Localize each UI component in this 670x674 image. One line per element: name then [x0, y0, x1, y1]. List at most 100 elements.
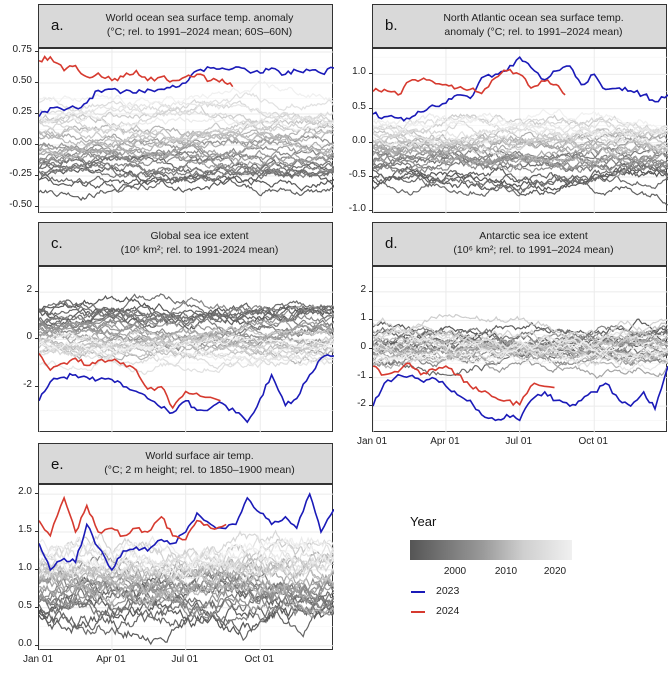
panel-e-y-tick-label: 0.0 [18, 637, 32, 649]
panel-c-plot [38, 266, 334, 433]
series-line-2002 [373, 151, 668, 174]
series-line-2024 [39, 353, 221, 410]
panel-c-y-tick-mark [35, 338, 38, 340]
panel-c-y-tick-label: -2 [23, 378, 32, 390]
panel-c-chart [39, 267, 334, 433]
series-line-2000 [39, 149, 334, 176]
series-line-2021 [39, 535, 334, 568]
series-line-2021 [39, 331, 334, 366]
series-line-2014 [373, 335, 668, 358]
legend-swatch-2023 [411, 591, 425, 593]
panel-d-y-tick-label: -2 [357, 398, 366, 410]
panel-b-title-line-1: North Atlantic ocean sea surface temp. [443, 12, 624, 24]
panel-d-x-tick-label: Jan 01 [356, 436, 388, 447]
panel-a-y-tick-mark [35, 113, 38, 114]
series-line-1999 [39, 576, 334, 625]
panel-b-y-tick-label: -1.0 [348, 203, 366, 215]
panel-b-chart [373, 49, 668, 214]
panel-b-y-tick-label: 0.0 [352, 134, 366, 146]
panel-b-y-tick-label: -0.5 [348, 169, 366, 181]
series-line-2001 [39, 145, 334, 174]
series-line-2008 [373, 137, 668, 173]
legend-swatch-2024 [411, 611, 425, 613]
panel-c-title-line-2: (10⁶ km²; rel. to 1991-2024 mean) [120, 244, 279, 256]
series-line-2018 [373, 115, 668, 144]
panel-d-plot [372, 266, 668, 433]
panel-b-y-tick-mark [369, 176, 372, 178]
series-line-1997 [39, 155, 334, 183]
panel-d-y-tick-mark [369, 319, 372, 321]
series-line-2023 [39, 65, 334, 117]
panel-c-title-line-1: Global sea ice extent [150, 230, 249, 242]
series-line-1994 [373, 159, 668, 187]
panel-d-x-tick-label: Apr 01 [430, 436, 460, 447]
panel-e-y-tick-mark [35, 644, 38, 646]
series-line-2004 [373, 152, 668, 177]
panel-d-header: d. Antarctic sea ice extent (10⁶ km²; rel.… [372, 222, 667, 266]
series-line-1992 [39, 305, 334, 331]
colorbar-tick-2020: 2020 [543, 566, 567, 577]
panel-c-y-tick-mark [35, 385, 38, 387]
panel-e-y-tick-label: 1.0 [18, 561, 32, 573]
series-line-2011 [39, 130, 334, 148]
series-line-2022 [39, 536, 334, 577]
series-line-2009 [373, 131, 668, 156]
series-line-2022 [39, 80, 334, 108]
series-line-2022 [39, 335, 334, 354]
series-line-2018 [39, 100, 334, 127]
series-line-2020 [39, 547, 334, 581]
panel-e-header: e. World surface air temp. (°C; 2 m height… [38, 443, 333, 484]
series-line-2010 [39, 122, 334, 141]
series-line-2020 [39, 100, 334, 126]
panel-a-y-tick-label: 0.00 [12, 137, 32, 149]
series-line-2015 [373, 313, 668, 350]
panel-d-label: d. [385, 235, 398, 252]
panel-e-label: e. [51, 456, 64, 473]
panel-c-y-tick-label: 2 [26, 284, 32, 296]
panel-e-x-tick-label: Jan 01 [22, 654, 54, 665]
series-line-2023 [39, 492, 334, 572]
series-line-2017 [39, 98, 334, 134]
panel-a-y-tick-mark [35, 175, 38, 177]
panel-e-y-tick-label: 1.5 [18, 523, 32, 535]
series-line-1993 [39, 576, 334, 624]
panel-a-y-tick-mark [35, 50, 38, 52]
panel-d-y-tick-label: 0 [360, 341, 366, 352]
panel-c-header: c. Global sea ice extent (10⁶ km²; rel. to… [38, 222, 333, 266]
series-line-2015 [39, 327, 334, 355]
panel-c-label: c. [51, 235, 63, 252]
panel-b-header: b. North Atlantic ocean sea surface temp.… [372, 4, 667, 48]
series-line-1995 [373, 173, 668, 197]
panel-e-x-tick-label: Apr 01 [96, 654, 126, 665]
series-line-2019 [39, 345, 334, 376]
panel-e-y-tick-mark [35, 568, 38, 570]
series-line-2022 [373, 339, 668, 364]
panel-d-title-line-1: Antarctic sea ice extent [479, 230, 588, 242]
series-line-2017 [373, 341, 668, 364]
panel-e-y-tick-label: 0.5 [18, 599, 32, 611]
panel-b-y-tick-mark [369, 107, 372, 109]
series-line-2023 [39, 354, 334, 424]
panel-a-y-tick-label: 0.25 [12, 106, 32, 117]
series-line-2014 [373, 127, 668, 154]
panel-a-y-tick-label: -0.25 [9, 168, 32, 180]
panel-e-y-tick-label: 2.0 [18, 486, 32, 498]
legend-title: Year [410, 514, 437, 529]
year-colorbar [410, 540, 572, 560]
series-line-2021 [39, 113, 334, 133]
panel-e-y-tick-mark [35, 530, 38, 532]
series-line-2004 [39, 578, 334, 616]
series-line-2018 [39, 545, 334, 579]
panel-c-y-tick-label: 0 [26, 331, 32, 343]
series-line-2001 [39, 296, 334, 333]
panel-b-title-line-2: anomaly (°C; rel. to 1991–2024 mean) [444, 26, 623, 38]
series-line-1993 [39, 302, 334, 329]
panel-b-plot [372, 48, 668, 214]
series-line-2007 [373, 139, 668, 166]
series-line-2024 [39, 495, 227, 541]
panel-d-y-tick-mark [369, 405, 372, 407]
panel-d-y-tick-label: -1 [357, 369, 366, 381]
series-line-2020 [39, 340, 334, 372]
series-line-2007 [373, 337, 668, 379]
